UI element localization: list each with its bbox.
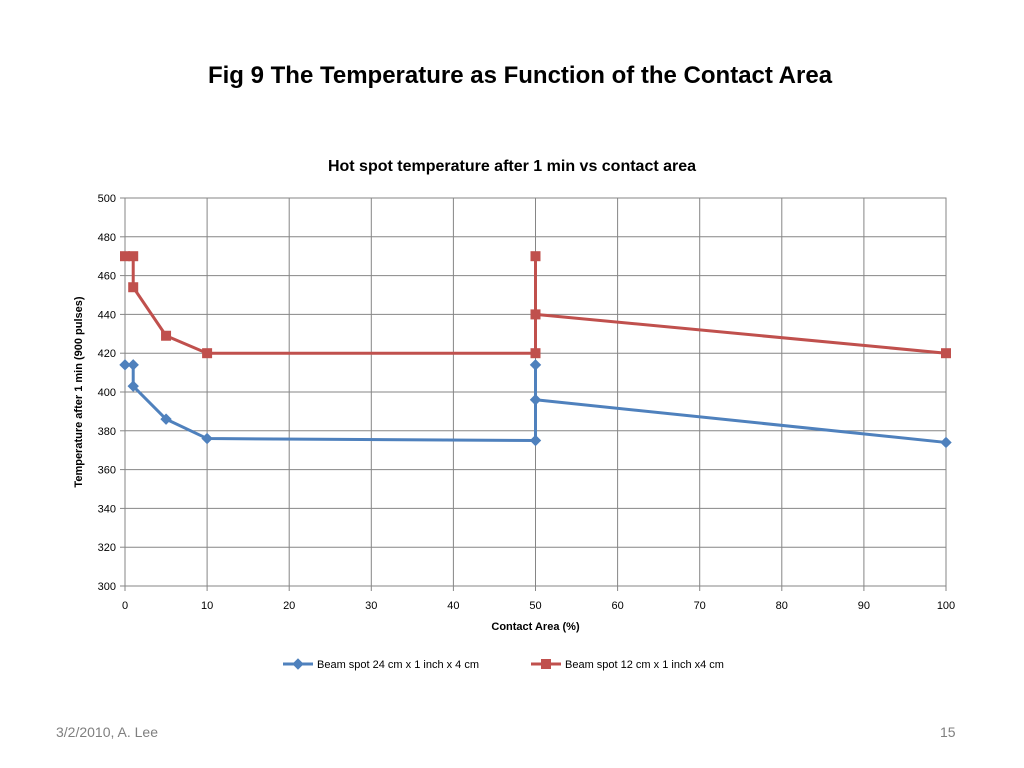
footer-date-author: 3/2/2010, A. Lee bbox=[56, 724, 158, 740]
legend-marker bbox=[292, 658, 304, 670]
data-point bbox=[128, 251, 139, 262]
x-tick-label: 90 bbox=[858, 600, 870, 612]
legend-label: Beam spot 12 cm x 1 inch x4 cm bbox=[565, 659, 724, 671]
legend-marker bbox=[541, 659, 551, 669]
data-point bbox=[119, 359, 131, 371]
x-tick-label: 30 bbox=[365, 600, 377, 612]
x-tick-label: 60 bbox=[611, 600, 623, 612]
data-point bbox=[161, 330, 172, 341]
data-point bbox=[529, 434, 542, 447]
data-point bbox=[201, 432, 213, 445]
legend-entry-2: Beam spot 12 cm x 1 inch x4 cm bbox=[531, 659, 724, 671]
x-tick-label: 10 bbox=[201, 600, 213, 612]
series-2 bbox=[120, 251, 951, 359]
y-tick-label: 340 bbox=[98, 503, 116, 515]
x-tick-label: 20 bbox=[283, 600, 295, 612]
y-tick-label: 380 bbox=[98, 426, 116, 438]
x-tick-label: 80 bbox=[776, 600, 788, 612]
data-point bbox=[940, 436, 952, 449]
data-point bbox=[127, 380, 139, 392]
data-point bbox=[202, 348, 213, 359]
x-axis-title: Contact Area (%) bbox=[491, 621, 580, 633]
x-tick-label: 0 bbox=[122, 600, 128, 612]
axis-layer: 300 320 340 360 380 400 420 440 460 480 500 0 10 20 30… bbox=[73, 193, 955, 633]
y-tick-label: 480 bbox=[98, 232, 116, 244]
series-line bbox=[125, 254, 947, 355]
data-point bbox=[530, 348, 541, 359]
series-layer bbox=[119, 251, 952, 449]
data-point bbox=[529, 394, 542, 406]
legend-layer: Beam spot 24 cm x 1 inch x 4 cm Beam spot… bbox=[283, 658, 724, 671]
data-point bbox=[530, 251, 541, 262]
x-tick-label: 50 bbox=[529, 600, 541, 612]
y-tick-label: 300 bbox=[98, 581, 116, 593]
data-point bbox=[941, 348, 951, 359]
chart-title: Hot spot temperature after 1 min vs cont… bbox=[327, 158, 697, 175]
y-tick-label: 420 bbox=[98, 348, 116, 360]
slide-title: Fig 9 The Temperature as Function of the… bbox=[207, 62, 833, 89]
data-point bbox=[127, 359, 139, 371]
y-tick-label: 460 bbox=[98, 271, 116, 283]
data-point bbox=[120, 251, 130, 262]
y-tick-label: 500 bbox=[98, 193, 116, 205]
data-point bbox=[128, 282, 139, 293]
slide-page-number: 15 bbox=[940, 724, 956, 740]
x-tick-label: 70 bbox=[694, 600, 706, 612]
data-point bbox=[160, 413, 172, 425]
legend-entry-1: Beam spot 24 cm x 1 inch x 4 cm bbox=[283, 658, 479, 671]
y-tick-label: 320 bbox=[98, 542, 116, 554]
x-tick-label: 40 bbox=[447, 600, 459, 612]
y-tick-label: 400 bbox=[98, 387, 116, 399]
y-tick-label: 440 bbox=[98, 309, 116, 321]
legend-label: Beam spot 24 cm x 1 inch x 4 cm bbox=[317, 659, 479, 671]
y-axis-title: Temperature after 1 min (900 pulses) bbox=[73, 296, 85, 487]
data-point bbox=[530, 309, 541, 320]
y-tick-label: 360 bbox=[98, 465, 116, 477]
x-tick-label: 100 bbox=[937, 600, 955, 612]
data-point bbox=[529, 359, 542, 371]
series-1 bbox=[119, 359, 952, 449]
